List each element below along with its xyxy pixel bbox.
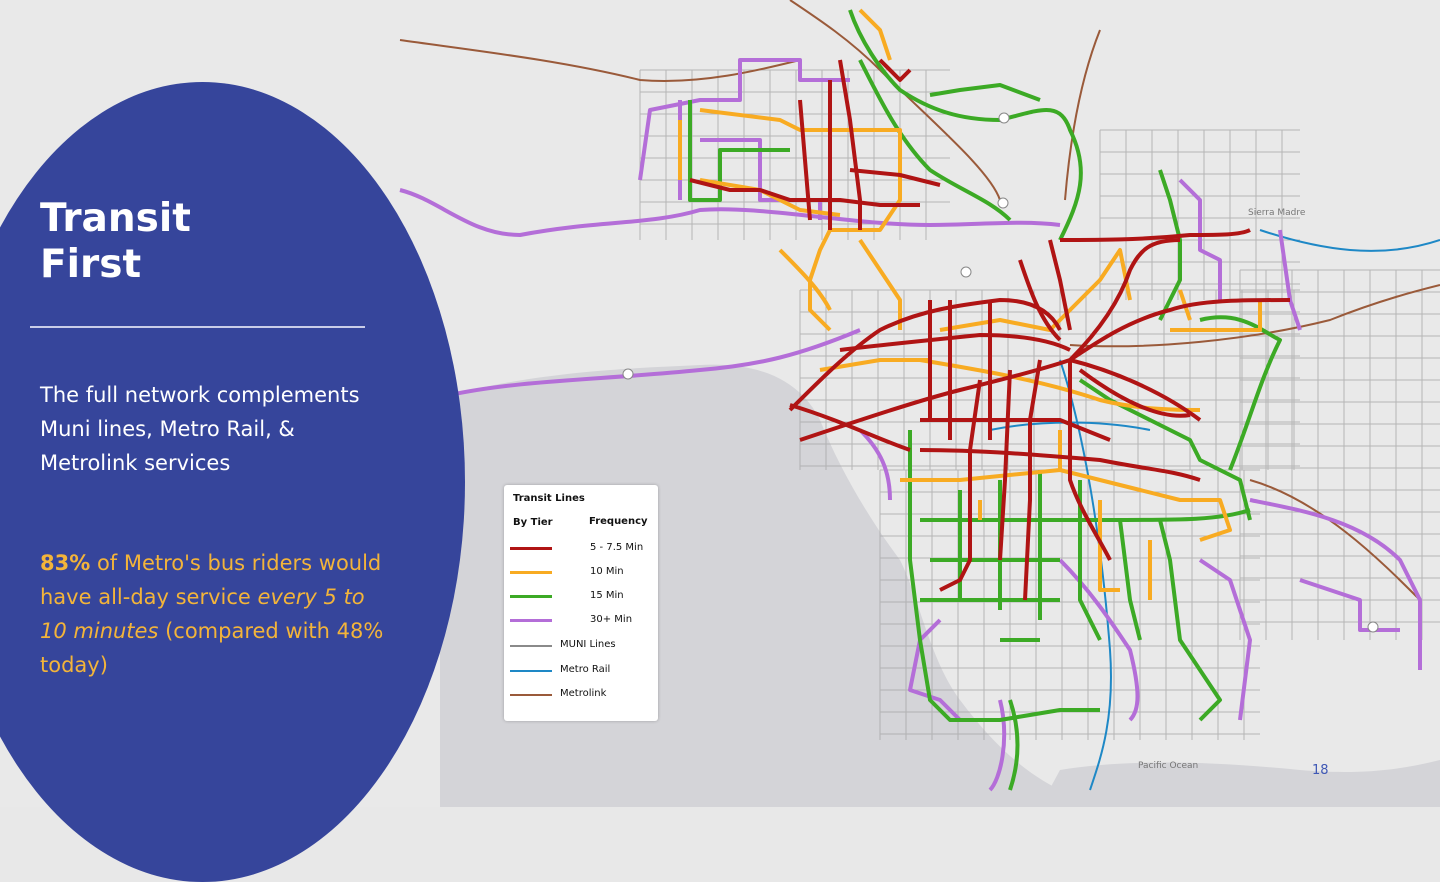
highlight-text-2: (compared with 48% today) (40, 619, 384, 677)
title-line-1: Transit (40, 196, 191, 241)
legend-swatch (510, 571, 552, 574)
legend-swatch (510, 694, 552, 696)
legend-swatch (510, 670, 552, 672)
legend-swatch (510, 595, 552, 598)
legend-swatch (510, 645, 552, 647)
legend-item-15-min: 15 Min (510, 589, 656, 605)
highlight-text: 83% of Metro's bus riders would have all… (40, 546, 385, 682)
slide-title: Transit First (40, 196, 191, 288)
legend-item-metrolink: Metrolink (510, 687, 656, 703)
legend-label: 30+ Min (590, 614, 633, 625)
highlight-text-1: of Metro's bus riders would have all-day… (40, 551, 382, 609)
legend-item-metro-rail: Metro Rail (510, 663, 656, 679)
info-panel-circle (0, 82, 465, 882)
legend-label: MUNI Lines (560, 639, 616, 650)
legend-item-5-7-min: 5 - 7.5 Min (510, 541, 656, 557)
place-label-sierra-madre: Sierra Madre (1248, 208, 1306, 218)
tier-30-min-lines (399, 58, 1422, 792)
body-text: The full network complements Muni lines,… (40, 383, 360, 475)
metrolink-lines (399, 0, 1440, 601)
map-legend: Transit Lines By Tier Frequency 5 - 7.5 … (504, 485, 658, 721)
legend-item-10-min: 10 Min (510, 565, 656, 581)
legend-label: 15 Min (590, 590, 624, 601)
place-label-pacific-ocean: Pacific Ocean (1138, 761, 1199, 771)
title-line-2: First (40, 242, 142, 287)
legend-col-tier: By Tier (513, 517, 553, 528)
tier-10-min-lines (678, 8, 1262, 600)
legend-col-frequency: Frequency (589, 516, 648, 527)
legend-item-30-min: 30+ Min (510, 613, 656, 629)
title-divider (30, 326, 365, 328)
legend-swatch (510, 619, 552, 622)
tier-5-7-min-lines (689, 58, 1291, 601)
legend-label: 5 - 7.5 Min (590, 542, 644, 553)
highlight-percent: 83% (40, 551, 91, 575)
legend-label: Metro Rail (560, 664, 611, 675)
highlight-italic: every 5 to 10 minutes (40, 585, 365, 643)
legend-label: Metrolink (560, 688, 607, 699)
legend-label: 10 Min (590, 566, 624, 577)
legend-title: Transit Lines (513, 493, 585, 504)
ocean-south (1040, 760, 1440, 807)
legend-item-muni: MUNI Lines (510, 638, 656, 654)
legend-swatch (510, 547, 552, 550)
highway-shields (622, 112, 1379, 633)
page-number: 18 (1312, 763, 1329, 778)
